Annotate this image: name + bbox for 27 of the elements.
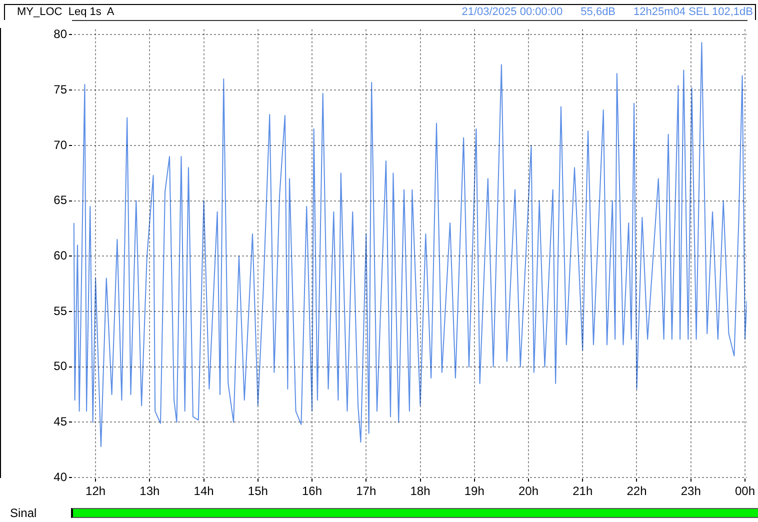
x-tick-label: 15h <box>248 484 268 498</box>
x-tick-label: 23h <box>680 484 701 498</box>
x-tick-label: 17h <box>356 484 376 498</box>
x-tick-label: 00h <box>734 484 755 498</box>
x-tick-label: 19h <box>464 484 484 498</box>
y-tick-label: 50 <box>54 359 68 374</box>
x-tick-label: 12h <box>86 484 106 498</box>
x-tick-label: 16h <box>302 484 322 498</box>
x-tick-label: 21h <box>572 484 593 498</box>
x-tick-label: 14h <box>194 484 214 498</box>
text: Sinal <box>10 506 37 520</box>
y-tick-label: 55 <box>54 304 68 318</box>
chart-title: MY_LOC Leq 1s A <box>17 6 114 18</box>
y-tick-label: 65 <box>54 193 68 208</box>
y-tick-label: 40 <box>54 470 68 484</box>
x-tick-label: 22h <box>626 484 647 498</box>
y-tick-label: 80 <box>54 27 68 42</box>
y-tick-label: 45 <box>54 414 68 429</box>
text: 12h25m04 SEL 102,1dB <box>634 6 753 18</box>
text: 55,6dB <box>580 6 616 18</box>
y-tick-label: 75 <box>54 82 68 96</box>
y-tick-label: 70 <box>54 138 68 152</box>
y-tick-label: 60 <box>54 248 68 262</box>
text: 21/03/2025 00:00:00 <box>462 6 563 18</box>
x-tick-label: 13h <box>140 484 160 498</box>
x-tick-label: 20h <box>518 484 539 498</box>
x-tick-label: 18h <box>410 484 430 498</box>
